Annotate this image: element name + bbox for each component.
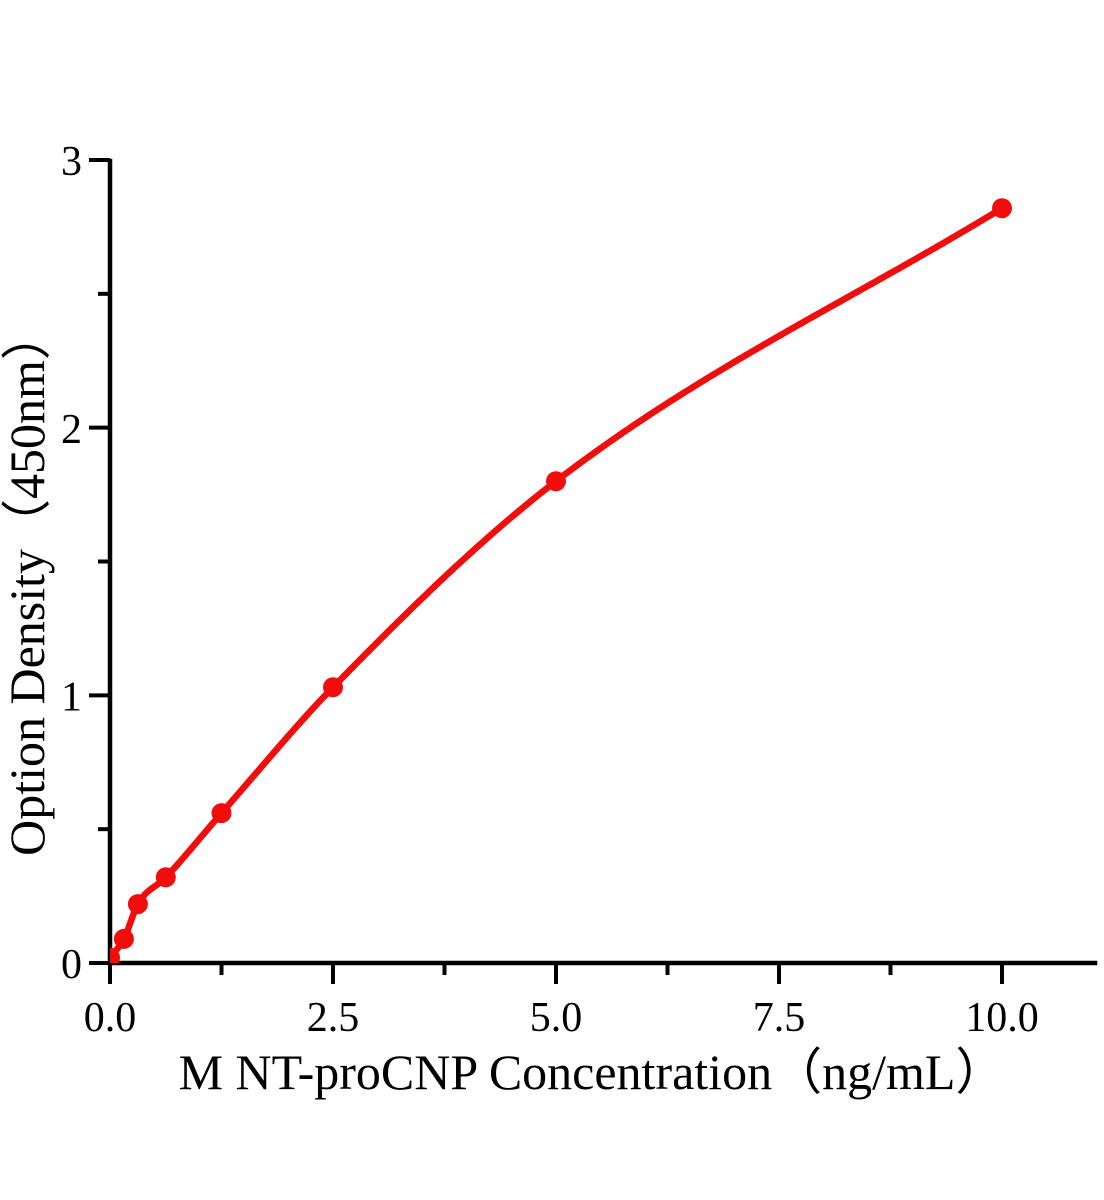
data-curve xyxy=(110,205,1004,960)
y-tick-label: 0 xyxy=(61,942,82,988)
data-point xyxy=(992,198,1012,219)
y-tick-label: 1 xyxy=(61,674,82,720)
x-tick-label: 10.0 xyxy=(965,995,1039,1041)
data-series xyxy=(110,198,1012,963)
data-point xyxy=(323,677,343,698)
data-point xyxy=(110,947,120,963)
x-axis-title: M NT-proCNP Concentration（ng/mL） xyxy=(179,1044,1006,1100)
data-point xyxy=(113,928,134,949)
x-tick-label: 7.5 xyxy=(753,995,806,1041)
axes: 0.0 2.5 5.0 7.5 10.0 0 1 2 3 xyxy=(61,139,1098,1041)
x-tick-label: 5.0 xyxy=(530,995,583,1041)
data-point xyxy=(211,803,232,824)
y-tick-label: 2 xyxy=(61,407,82,453)
data-point xyxy=(127,894,148,915)
y-axis-title: Option Density（450nm） xyxy=(0,310,55,856)
x-tick-label: 0.0 xyxy=(84,995,137,1041)
y-tick-label: 3 xyxy=(61,139,82,185)
data-point xyxy=(546,471,566,492)
data-point xyxy=(155,867,176,888)
x-tick-label: 2.5 xyxy=(307,995,360,1041)
